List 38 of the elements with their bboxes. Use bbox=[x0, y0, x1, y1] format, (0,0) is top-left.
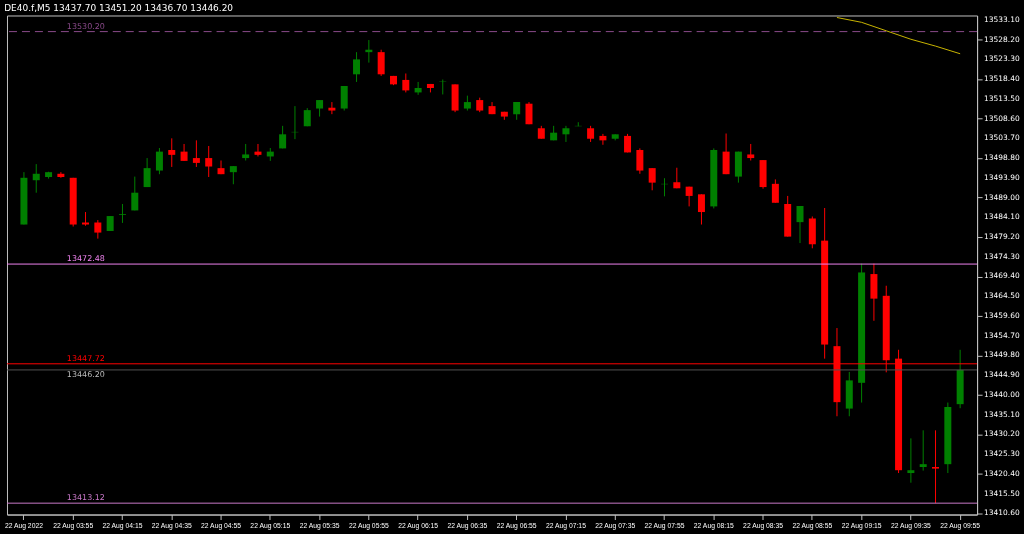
ref-line-label: 13413.12 bbox=[66, 493, 105, 503]
candlestick bbox=[402, 72, 410, 93]
line-series bbox=[836, 17, 961, 55]
ref-line-label: 13447.72 bbox=[66, 353, 105, 363]
candlestick bbox=[771, 178, 779, 204]
candlestick bbox=[648, 167, 656, 191]
candlestick bbox=[229, 165, 237, 185]
candlestick bbox=[131, 176, 139, 211]
candlestick bbox=[907, 437, 915, 484]
candlestick bbox=[919, 429, 927, 472]
chart-title: DE40.f,M5 13437.70 13451.20 13436.70 13446.20 bbox=[4, 3, 234, 14]
candlestick bbox=[217, 159, 225, 175]
candlestick bbox=[722, 133, 730, 175]
candlestick bbox=[328, 101, 336, 115]
candlestick bbox=[599, 133, 607, 146]
candlestick bbox=[932, 429, 940, 504]
candlestick bbox=[155, 147, 163, 175]
candlestick bbox=[168, 137, 176, 168]
candlestick bbox=[205, 145, 213, 178]
ref-line-label: 13472.48 bbox=[66, 254, 105, 264]
ref-line-label: 13446.20 bbox=[66, 369, 105, 379]
candlestick bbox=[340, 85, 348, 112]
candlestick bbox=[697, 193, 705, 226]
candlestick bbox=[254, 143, 262, 157]
candlestick bbox=[94, 219, 102, 240]
candlestick bbox=[192, 139, 200, 168]
candlestick bbox=[32, 163, 40, 194]
candlestick bbox=[353, 51, 361, 83]
candlestick bbox=[414, 81, 422, 96]
candlestick bbox=[562, 125, 570, 143]
candlestick bbox=[180, 143, 188, 162]
candlestick bbox=[636, 147, 644, 175]
candlestick bbox=[57, 171, 65, 179]
candlestick bbox=[377, 49, 385, 77]
candlestick bbox=[118, 203, 126, 224]
candlestick bbox=[143, 157, 151, 188]
ref-line-label: 13530.20 bbox=[66, 21, 105, 31]
candlestick bbox=[796, 205, 804, 244]
